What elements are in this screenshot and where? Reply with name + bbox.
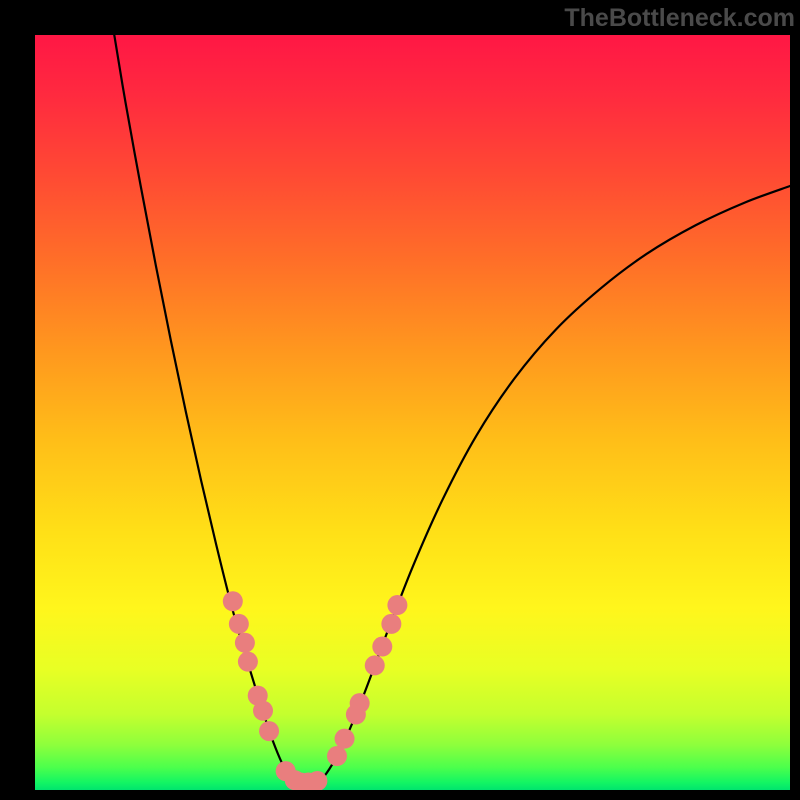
- scatter-point: [327, 746, 347, 766]
- scatter-point: [238, 652, 258, 672]
- scatter-point: [253, 701, 273, 721]
- chart-svg: [35, 35, 790, 790]
- plot-background: [35, 35, 790, 790]
- scatter-point: [350, 693, 370, 713]
- scatter-point: [307, 771, 327, 790]
- scatter-point: [335, 729, 355, 749]
- scatter-point: [235, 633, 255, 653]
- scatter-point: [372, 637, 392, 657]
- scatter-point: [223, 591, 243, 611]
- chart-frame: [35, 35, 790, 790]
- watermark-text: TheBottleneck.com: [564, 4, 795, 33]
- scatter-point: [229, 614, 249, 634]
- scatter-point: [387, 595, 407, 615]
- scatter-point: [381, 614, 401, 634]
- scatter-point: [259, 721, 279, 741]
- scatter-point: [365, 655, 385, 675]
